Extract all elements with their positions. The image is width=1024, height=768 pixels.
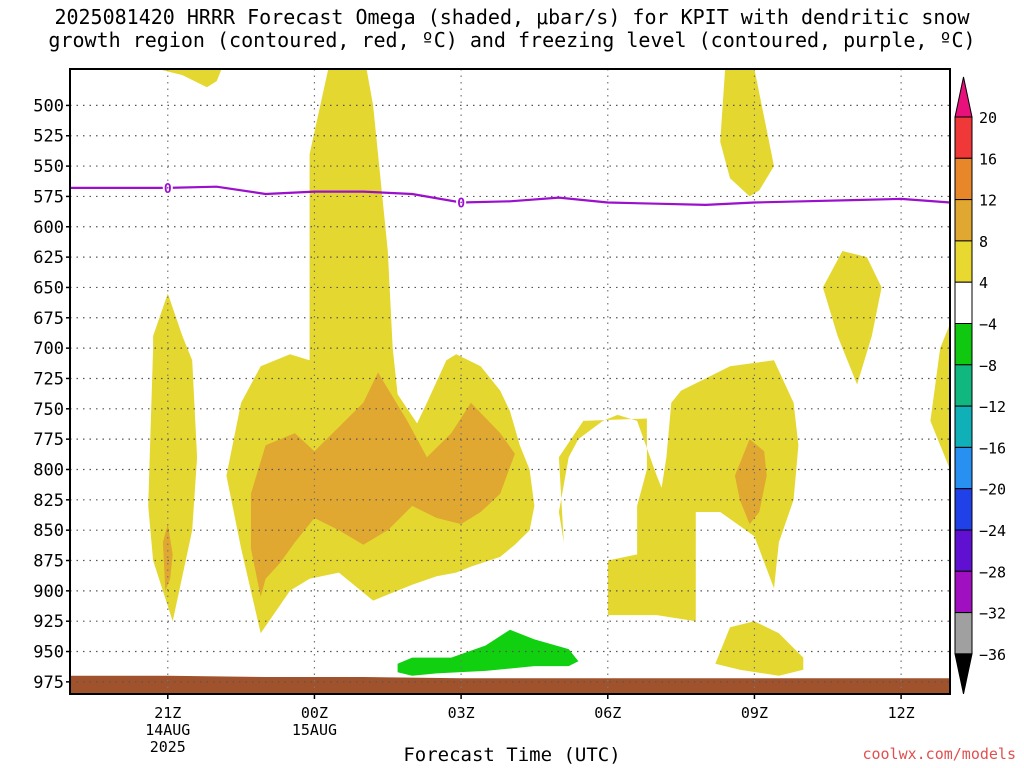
chart-title-line1: 2025081420 HRRR Forecast Omega (shaded, … [54, 5, 970, 29]
freezing-level-label-0: 0 [164, 182, 172, 197]
colorbar-band-12 [954, 612, 973, 655]
x-tick-label-12Z-0: 12Z [888, 704, 915, 722]
y-tick-label-500: 500 [33, 96, 64, 116]
freezing-level-line [70, 185, 951, 207]
colorbar-label-7: −12 [979, 398, 1006, 416]
colorbar-band-10 [954, 529, 973, 572]
x-tick-label-21Z-2: 2025 [150, 738, 186, 756]
colorbar-label-10: −24 [979, 522, 1006, 540]
omega-4-8-region-3 [558, 360, 799, 622]
y-tick-label-775: 775 [33, 430, 64, 450]
y-tick-label-800: 800 [33, 460, 64, 480]
y-tick-label-825: 825 [33, 491, 64, 511]
grid-layer [70, 69, 950, 694]
colorbar-band-11 [954, 570, 973, 614]
colorbar-band-3 [954, 240, 973, 283]
omega-8-12-region-1 [250, 372, 515, 597]
axes-layer: 500 525 550 575 600 625 650 675 700 725 750 775 800 8… [33, 68, 951, 756]
omega-4-8-region-1 [148, 293, 198, 622]
y-tick-label-700: 700 [33, 339, 64, 359]
y-tick-label-725: 725 [33, 369, 64, 389]
x-tick-label-06Z-0: 06Z [594, 704, 621, 722]
y-tick-label-650: 650 [33, 278, 64, 298]
y-tick-label-850: 850 [33, 521, 64, 541]
y-tick-label-900: 900 [33, 582, 64, 602]
colorbar-label-13: −36 [979, 646, 1006, 664]
chart-title: 2025081420 HRRR Forecast Omega (shaded, … [0, 6, 1024, 52]
chart-title-line2: growth region (contoured, red, ºC) and f… [48, 28, 976, 52]
colorbar: 20 16 12 8 4 −4 −8 −12 −16 −20 −24 −28 −32 −36 [954, 76, 1006, 695]
colorbar-band-6 [954, 364, 973, 407]
colorbar-label-3: 8 [979, 233, 988, 251]
colorbar-label-8: −16 [979, 439, 1006, 457]
x-tick-label-09Z-0: 09Z [741, 704, 768, 722]
plot-frame [69, 68, 951, 695]
omega-4-8-region-5 [822, 251, 882, 385]
omega-4-8-region-7 [720, 69, 774, 197]
colorbar-label-5: −4 [979, 316, 997, 334]
freezing-level-label-1: 0 [457, 196, 465, 211]
y-tick-label-875: 875 [33, 552, 64, 572]
colorbar-band-5 [954, 323, 973, 366]
ground-layer [70, 675, 950, 694]
colorbar-bottom-arrow [954, 653, 973, 695]
x-tick-label-00Z-0: 00Z [301, 704, 328, 722]
omega-neg4-neg8-region-0 [397, 629, 579, 676]
colorbar-label-12: −32 [979, 605, 1006, 623]
y-tick-label-675: 675 [33, 309, 64, 329]
colorbar-band-1 [954, 157, 973, 201]
y-tick-label-625: 625 [33, 248, 64, 268]
y-tick-label-525: 525 [33, 127, 64, 147]
omega-shading-layer [148, 69, 950, 676]
y-tick-label-600: 600 [33, 218, 64, 238]
y-tick-label-975: 975 [33, 673, 64, 693]
freezing-level-label-bg-0 [162, 180, 173, 195]
colorbar-label-2: 12 [979, 192, 997, 210]
omega-4-8-region-0 [157, 69, 222, 88]
colorbar-label-6: −8 [979, 357, 997, 375]
omega-8-12-region-2 [734, 439, 767, 525]
colorbar-label-1: 16 [979, 150, 997, 168]
credit-text: coolwx.com/models [862, 745, 1016, 763]
y-tick-label-550: 550 [33, 157, 64, 177]
colorbar-band-8 [954, 446, 973, 490]
x-axis-label: Forecast Time (UTC) [403, 744, 621, 766]
colorbar-band-0 [954, 116, 973, 159]
colorbar-band-7 [954, 405, 973, 448]
x-tick-label-00Z-1: 15AUG [292, 721, 337, 739]
x-tick-label-03Z-0: 03Z [448, 704, 475, 722]
x-tick-label-21Z-1: 14AUG [145, 721, 190, 739]
freezing-level-label-bg-1 [456, 195, 467, 210]
freezing-level-layer: 00 [70, 180, 951, 211]
x-tick-label-21Z-0: 21Z [154, 704, 181, 722]
y-tick-label-950: 950 [33, 643, 64, 663]
colorbar-label-0: 20 [979, 109, 997, 127]
omega-4-8-region-6 [930, 323, 950, 470]
omega-4-8-region-4 [715, 621, 804, 676]
colorbar-band-4 [954, 281, 973, 325]
colorbar-band-2 [954, 199, 973, 242]
colorbar-label-9: −20 [979, 481, 1006, 499]
ground-surface [70, 675, 950, 694]
colorbar-label-11: −28 [979, 563, 1006, 581]
y-tick-label-750: 750 [33, 400, 64, 420]
y-tick-label-925: 925 [33, 612, 64, 632]
colorbar-band-9 [954, 488, 973, 531]
y-tick-label-575: 575 [33, 187, 64, 207]
colorbar-top-arrow [954, 76, 973, 118]
colorbar-label-4: 4 [979, 274, 988, 292]
